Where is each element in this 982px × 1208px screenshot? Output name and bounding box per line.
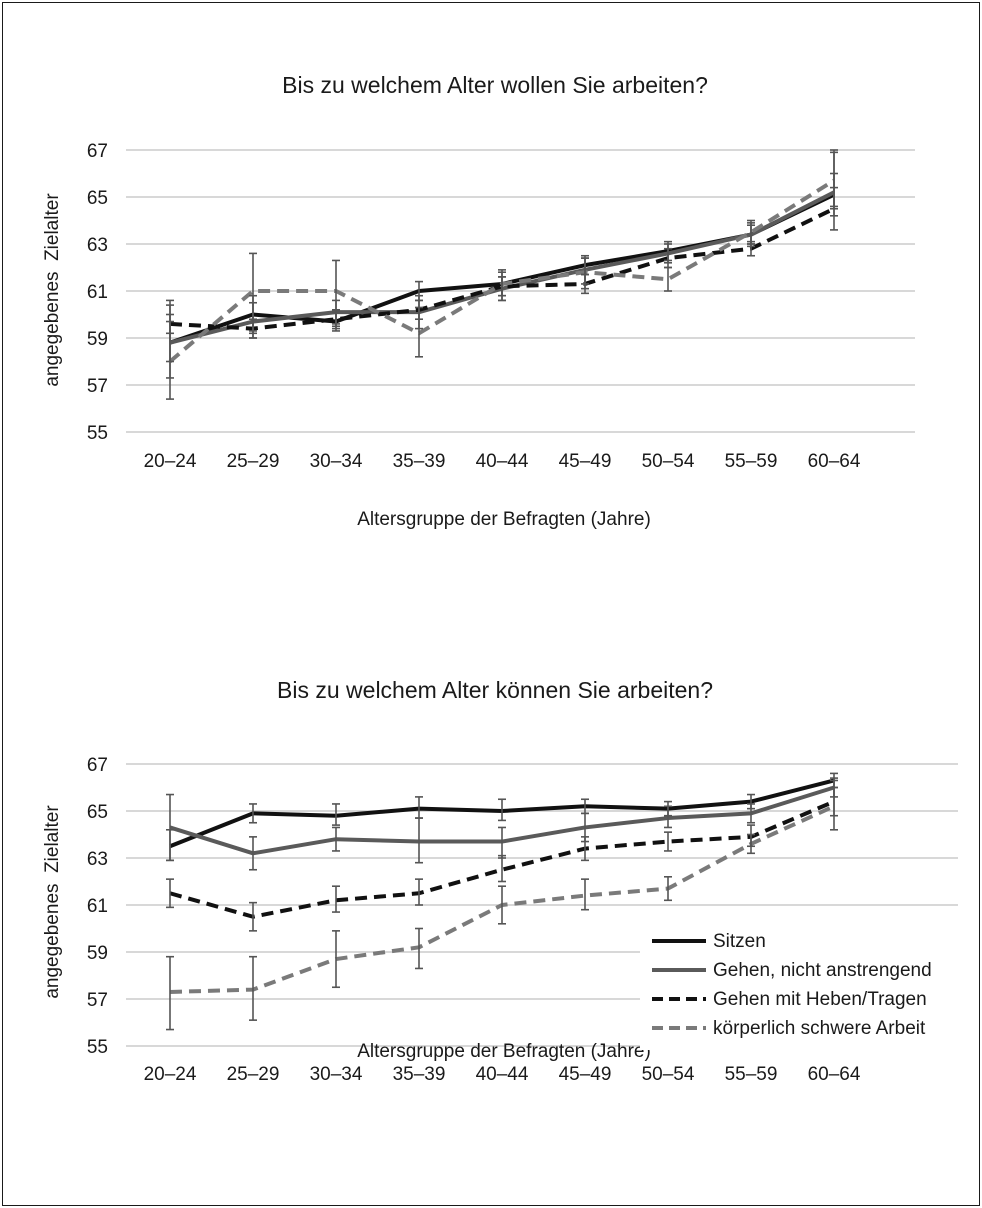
y-tick-label: 65 [87,802,108,823]
x-tick-label: 45–49 [559,1064,612,1085]
y-tick-label: 67 [87,141,108,162]
error-bar [249,955,257,1021]
error-bar [332,803,340,826]
y-tick-label: 55 [87,1037,108,1058]
chart-title: Bis zu welchem Alter wollen Sie arbeiten… [282,72,708,98]
x-tick-label: 25–29 [227,1064,280,1085]
error-bar [747,803,755,824]
error-bar [415,927,423,970]
x-tick-label: 40–44 [476,1064,529,1085]
y-tick-label: 63 [87,235,108,256]
error-bar [166,793,174,862]
y-tick-label: 67 [87,755,108,776]
error-bar [166,299,174,400]
legend-item: körperlich schwere Arbeit [652,1018,926,1039]
legend-label: Sitzen [713,931,766,952]
x-tick-label: 35–39 [393,451,446,472]
y-tick-label: 63 [87,849,108,870]
error-bar [332,930,340,989]
legend-item: Gehen, nicht anstrengend [652,960,932,981]
gridlines [126,149,915,433]
error-bar [664,831,672,852]
error-bar [415,817,423,864]
x-tick-label: 40–44 [476,451,529,472]
error-bar [747,219,755,245]
series-line-2 [169,190,835,345]
error-bar [581,878,589,911]
error-bar [581,257,589,290]
x-axis-label: Altersgruppe der Befragten (Jahre) [357,509,651,530]
x-tick-label: 60–64 [808,451,861,472]
error-bar [498,885,506,925]
x-tick-label: 55–59 [725,451,778,472]
error-bar [332,826,340,852]
x-tick-label: 25–29 [227,451,280,472]
x-axis-label: Altersgruppe der Befragten (Jahre) [357,1041,651,1062]
y-tick-labels: 55 57 59 61 63 65 67 [87,141,108,444]
y-tick-label: 57 [87,376,108,397]
y-tick-label: 57 [87,990,108,1011]
y-tick-label: 59 [87,943,108,964]
chart-wollen: Bis zu welchem Alter wollen Sie arbeiten… [42,72,915,530]
y-tick-label: 59 [87,329,108,350]
y-tick-label: 61 [87,282,108,303]
error-bar [332,885,340,913]
error-bar [249,901,257,932]
y-axis-label: angegebenes Zielalter [42,805,63,999]
y-tick-label: 55 [87,423,108,444]
legend-item: Gehen mit Heben/Tragen [652,989,927,1010]
error-bar [415,878,423,906]
error-bar [664,805,672,829]
y-tick-label: 61 [87,896,108,917]
error-bar [830,779,838,831]
x-tick-label: 45–49 [559,451,612,472]
x-tick-label: 20–24 [144,1064,197,1085]
x-tick-labels: 20–24 25–29 30–34 35–39 40–44 45–49 50–54 55–59… [144,1064,861,1085]
error-bar [498,854,506,883]
legend-item: Sitzen [652,931,766,952]
error-bar [664,875,672,902]
error-bars [166,149,838,400]
error-bars [166,772,838,1031]
x-tick-label: 20–24 [144,451,197,472]
x-tick-label: 50–54 [642,1064,695,1085]
error-bar [249,836,257,871]
error-bar [166,955,174,1031]
error-bar [498,269,506,302]
error-bar [498,798,506,822]
error-bar [581,836,589,862]
series-line-3 [169,206,835,331]
error-bar [249,252,257,332]
error-bar [830,151,838,208]
legend-label: körperlich schwere Arbeit [713,1018,926,1039]
x-tick-label: 55–59 [725,1064,778,1085]
y-axis-label: angegebenes Zielalter [42,193,63,387]
error-bar [166,878,174,909]
chart-title: Bis zu welchem Alter können Sie arbeiten… [277,677,713,703]
error-bar [664,266,672,292]
legend: Sitzen Gehen, nicht anstrengend Gehen mit … [640,926,976,1050]
chart-koennen: Bis zu welchem Alter können Sie arbeiten… [42,677,976,1085]
y-tick-label: 65 [87,188,108,209]
legend-label: Gehen mit Heben/Tragen [713,989,927,1010]
error-bar [747,833,755,855]
y-tick-labels: 55 57 59 61 63 65 67 [87,755,108,1058]
error-bar [249,803,257,824]
legend-label: Gehen, nicht anstrengend [713,960,932,981]
x-tick-label: 30–34 [310,451,363,472]
x-tick-label: 50–54 [642,451,695,472]
x-tick-label: 35–39 [393,1064,446,1085]
error-bar [415,306,423,358]
series-line-3 [169,799,835,919]
error-bar [332,259,340,325]
x-tick-labels: 20–24 25–29 30–34 35–39 40–44 45–49 50–54 55–59… [144,451,861,472]
x-tick-label: 30–34 [310,1064,363,1085]
x-tick-label: 60–64 [808,1064,861,1085]
